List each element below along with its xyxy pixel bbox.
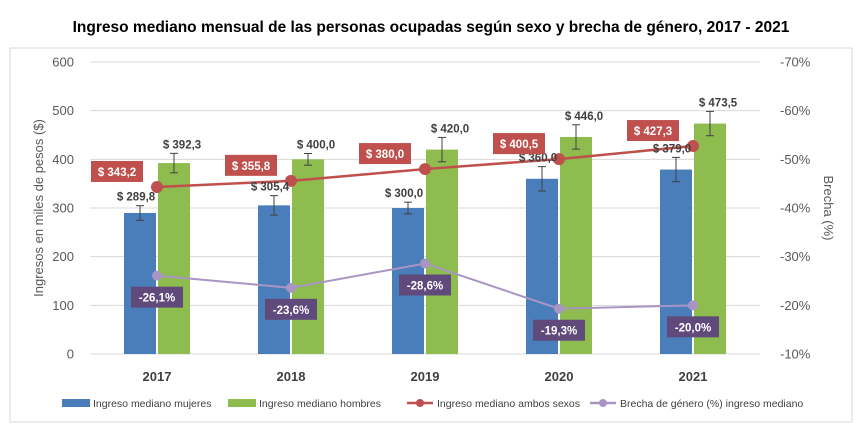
legend-marker <box>416 399 424 407</box>
bar-data-label: $ 400,0 <box>297 139 335 151</box>
line-data-label: $ 427,3 <box>634 126 672 138</box>
y-tick-label: 500 <box>52 103 74 118</box>
bar-data-label: $ 473,5 <box>699 97 738 109</box>
y2-tick-label: -30% <box>780 249 811 264</box>
bar-data-label: $ 392,3 <box>163 139 201 151</box>
legend: Ingreso mediano mujeres Ingreso mediano h… <box>62 398 803 410</box>
bar <box>124 212 156 354</box>
chart-title: Ingreso mediano mensual de las personas … <box>73 19 790 36</box>
line-marker <box>285 174 297 187</box>
line-data-label: $ 355,8 <box>232 161 271 173</box>
plot-area-frame <box>9 47 853 423</box>
error-bars-layer <box>136 110 714 221</box>
bar-data-label: $ 300,0 <box>385 188 423 200</box>
y2-tick-label: -60% <box>780 103 811 118</box>
line-data-label: -26,1% <box>139 293 175 305</box>
bar-data-label: $ 420,0 <box>431 123 469 135</box>
line-marker <box>419 163 431 176</box>
line-marker <box>286 282 296 293</box>
line-marker <box>152 270 162 281</box>
y-tick-label: 100 <box>52 298 74 313</box>
line-label-box <box>627 120 679 142</box>
bar-data-label: $ 305,4 <box>251 182 290 194</box>
line-label-box <box>667 316 719 338</box>
line-label-box <box>131 286 183 308</box>
bar <box>694 123 726 355</box>
y2-tick-label: -20% <box>780 298 811 313</box>
legend-label: Brecha de género (%) ingreso mediano <box>620 398 803 410</box>
line-label-box <box>91 160 143 182</box>
x-tick-label: 2018 <box>277 369 306 384</box>
y-tick-label: 600 <box>52 55 74 70</box>
line-marker <box>688 300 698 311</box>
bar-data-label: $ 289,8 <box>117 192 156 204</box>
line-data-label: -28,6% <box>407 280 443 292</box>
line-marker <box>151 180 163 193</box>
bar-data-label: $ 379,0 <box>653 143 691 155</box>
x-tick-label: 2019 <box>411 369 440 384</box>
line-label-box <box>399 274 451 296</box>
bar-data-label: $ 360,0 <box>519 153 557 165</box>
y2-tick-label: -50% <box>780 152 811 167</box>
bar <box>258 205 290 354</box>
line-marker <box>420 258 430 269</box>
y2-axis-title: Brecha (%) <box>821 175 836 240</box>
line-label-box <box>533 319 585 341</box>
line-label-box <box>493 133 545 155</box>
line-marker <box>553 153 565 166</box>
y2-tick-label: -70% <box>780 55 811 70</box>
line-data-label: $ 343,2 <box>98 167 136 179</box>
line-data-label: -23,6% <box>273 305 309 317</box>
line-data-label: $ 380,0 <box>366 149 404 161</box>
lines-layer <box>151 140 699 314</box>
legend-label: Ingreso mediano ambos sexos <box>437 398 580 410</box>
x-tick-label: 2021 <box>679 369 708 384</box>
y2-tick-label: -40% <box>780 201 811 216</box>
line-marker <box>687 140 699 153</box>
y-tick-label: 400 <box>52 152 74 167</box>
legend-label: Ingreso mediano mujeres <box>93 398 211 410</box>
gridlines <box>90 61 760 355</box>
data-labels-layer: $ 289,8 $ 305,4 $ 300,0 $ 360,0 $ 379,0 $ 392… <box>91 97 738 341</box>
axes-layer: 0 -10% 100 -20% 200 -30% 300 -40% 400 -50% 500 -60%… <box>52 55 810 385</box>
line-marker <box>554 303 564 314</box>
bar <box>292 159 324 354</box>
line-label-box <box>265 298 317 320</box>
bar <box>426 149 458 354</box>
bar <box>158 163 190 354</box>
line-label-box <box>225 154 277 176</box>
line-data-label: -19,3% <box>541 326 577 338</box>
bar <box>560 136 592 354</box>
y-tick-label: 0 <box>67 347 74 362</box>
line-data-label: $ 400,5 <box>500 139 539 151</box>
line-data-label: -20,0% <box>675 322 711 334</box>
bar-data-label: $ 446,0 <box>565 111 603 123</box>
x-tick-label: 2017 <box>143 369 172 384</box>
line-label-box <box>359 143 411 165</box>
legend-marker <box>599 399 607 407</box>
legend-swatch <box>228 399 256 407</box>
y-tick-label: 300 <box>52 201 74 216</box>
y2-tick-label: -10% <box>780 347 811 362</box>
x-tick-label: 2020 <box>545 369 574 384</box>
bars-layer <box>124 123 726 355</box>
y-axis-title: Ingresos en miles de pesos ($) <box>31 119 46 297</box>
y-tick-label: 200 <box>52 249 74 264</box>
legend-label: Ingreso mediano hombres <box>259 398 381 410</box>
legend-swatch <box>62 399 90 407</box>
